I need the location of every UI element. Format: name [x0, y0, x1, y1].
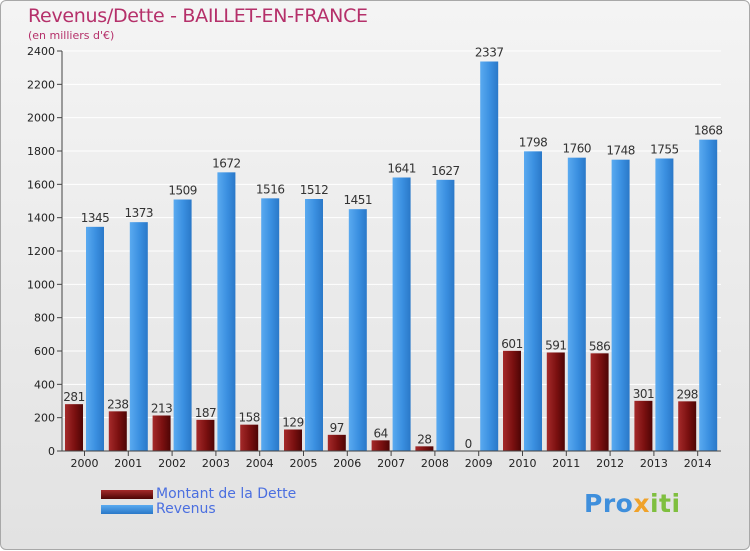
debt-value-label: 281 — [63, 390, 84, 404]
revenus-bar — [567, 157, 586, 451]
revenus-value-label: 1672 — [212, 156, 241, 170]
debt-bar — [546, 352, 565, 451]
debt-bar — [634, 400, 653, 451]
revenus-value-label: 1509 — [168, 184, 197, 198]
logo-part-1: Pro — [584, 489, 634, 518]
debt-bar — [65, 404, 83, 451]
x-tick-label: 2011 — [552, 457, 580, 470]
y-tick-label: 1600 — [27, 178, 55, 191]
debt-value-label: 601 — [501, 337, 522, 351]
proxiti-logo: Proxiti — [584, 489, 681, 518]
revenus-bar — [524, 151, 542, 452]
revenus-value-label: 1760 — [563, 142, 592, 156]
debt-bar — [284, 429, 302, 451]
revenus-bar — [305, 199, 323, 451]
y-tick-label: 600 — [34, 345, 55, 358]
y-tick-label: 1000 — [27, 278, 55, 291]
chart-title: Revenus/Dette - BAILLET-EN-FRANCE — [28, 5, 368, 27]
debt-value-label: 129 — [282, 416, 303, 430]
revenus-value-label: 1373 — [125, 206, 154, 220]
chart-subtitle: (en milliers d'€) — [28, 29, 115, 42]
y-tick-label: 1400 — [27, 212, 55, 225]
debt-value-label: 28 — [417, 432, 431, 446]
x-tick-label: 2003 — [202, 457, 230, 470]
revenus-bar — [86, 226, 104, 451]
logo-part-3: iti — [649, 489, 681, 518]
debt-value-label: 0 — [465, 437, 472, 451]
y-tick-label: 200 — [34, 412, 55, 425]
debt-value-label: 187 — [195, 406, 216, 420]
revenus-value-label: 1641 — [387, 162, 416, 176]
debt-bar — [503, 350, 521, 451]
x-tick-label: 2009 — [465, 457, 493, 470]
debt-bar — [108, 411, 127, 451]
x-tick-label: 2013 — [640, 457, 668, 470]
revenus-bar — [611, 159, 630, 451]
logo-part-2: x — [633, 489, 650, 518]
y-tick-label: 400 — [34, 378, 55, 391]
debt-bar — [415, 446, 434, 451]
debt-bar — [196, 419, 215, 451]
debt-value-label: 586 — [589, 339, 610, 353]
debt-value-label: 238 — [107, 397, 128, 411]
x-tick-label: 2005 — [290, 457, 318, 470]
debt-value-label: 298 — [676, 387, 697, 401]
debt-value-label: 64 — [373, 426, 387, 440]
x-tick-label: 2007 — [377, 457, 405, 470]
revenus-value-label: 1755 — [650, 143, 679, 157]
y-tick-label: 1800 — [27, 145, 55, 158]
debt-value-label: 213 — [151, 402, 172, 416]
x-tick-label: 2006 — [333, 457, 361, 470]
legend-label-debt: Montant de la Dette — [156, 486, 297, 502]
y-tick-label: 2000 — [27, 112, 55, 125]
y-tick-label: 2400 — [27, 45, 55, 58]
x-tick-label: 2002 — [158, 457, 186, 470]
x-tick-label: 2004 — [246, 457, 274, 470]
revenus-value-label: 1798 — [519, 135, 548, 149]
debt-value-label: 158 — [238, 411, 259, 425]
revenus-bar — [217, 172, 236, 452]
x-tick-label: 2000 — [71, 457, 99, 470]
revenus-bar — [392, 177, 411, 451]
revenus-value-label: 1345 — [81, 211, 110, 225]
debt-bar — [240, 424, 259, 451]
debt-bar — [327, 434, 346, 451]
revenus-value-label: 1451 — [344, 193, 373, 207]
debt-bar — [371, 440, 390, 451]
revenus-value-label: 1868 — [694, 124, 723, 138]
debt-value-label: 591 — [545, 339, 566, 353]
revenus-bar — [436, 179, 455, 452]
x-tick-label: 2001 — [114, 457, 142, 470]
y-tick-label: 1200 — [27, 245, 55, 258]
debt-value-label: 97 — [330, 421, 344, 435]
revenus-bar — [173, 199, 192, 451]
revenus-bar — [655, 158, 674, 451]
revenus-bar — [699, 139, 718, 451]
y-tick-label: 0 — [48, 445, 55, 458]
x-tick-label: 2014 — [684, 457, 712, 470]
revenus-bar — [348, 209, 367, 451]
x-tick-label: 2010 — [509, 457, 537, 470]
revenus-value-label: 1627 — [431, 164, 460, 178]
legend-swatch-debt — [101, 490, 153, 499]
x-tick-label: 2008 — [421, 457, 449, 470]
debt-bar — [152, 415, 171, 451]
revenus-bar — [261, 198, 280, 451]
revenus-value-label: 1516 — [256, 182, 285, 196]
legend-label-revenus: Revenus — [156, 501, 216, 517]
debt-bar — [590, 353, 609, 451]
y-tick-label: 800 — [34, 312, 55, 325]
debt-value-label: 301 — [633, 387, 654, 401]
x-tick-label: 2012 — [596, 457, 624, 470]
legend-swatch-revenus — [101, 505, 153, 514]
revenus-value-label: 2337 — [475, 46, 504, 60]
revenus-bar — [480, 61, 499, 451]
revenus-value-label: 1748 — [606, 144, 635, 158]
debt-bar — [678, 401, 697, 451]
revenus-bar — [129, 222, 148, 451]
y-tick-label: 2200 — [27, 78, 55, 91]
revenus-value-label: 1512 — [300, 183, 329, 197]
